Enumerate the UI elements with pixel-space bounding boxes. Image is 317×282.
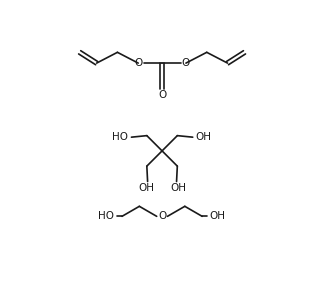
Text: OH: OH [170,183,186,193]
Text: OH: OH [196,132,212,142]
Text: O: O [134,58,142,68]
Text: HO: HO [98,211,114,221]
Text: OH: OH [210,211,226,221]
Text: O: O [158,90,166,100]
Text: O: O [182,58,190,68]
Text: O: O [158,211,166,221]
Text: HO: HO [112,132,128,142]
Text: OH: OH [138,183,154,193]
